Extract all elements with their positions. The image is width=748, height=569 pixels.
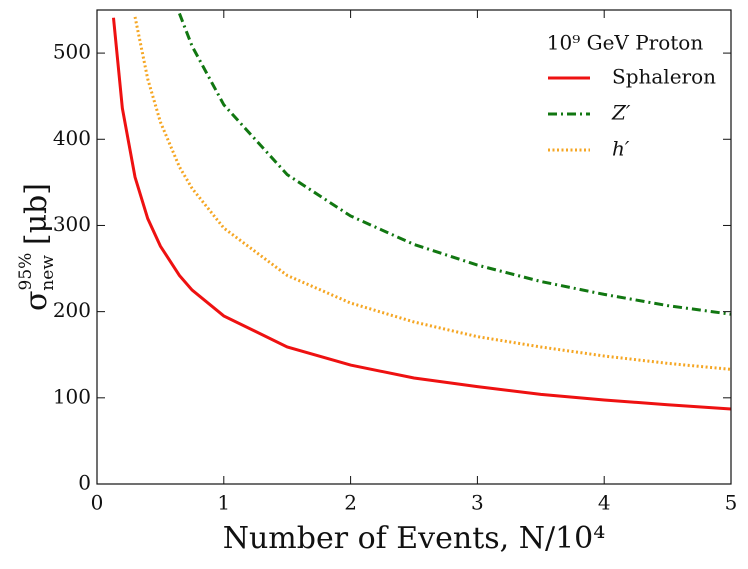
x-axis-label: Number of Events, N/10⁴ [223, 521, 606, 556]
y-label-sup: 95% [16, 253, 36, 291]
series-line [178, 12, 731, 316]
x-tick-label: 1 [217, 491, 230, 515]
legend: 10⁹ GeV Proton Sphaleron Z′ h′ [547, 31, 716, 161]
x-tick-label: 4 [598, 491, 611, 515]
y-tick-label: 200 [53, 298, 91, 322]
legend-label: h′ [612, 137, 630, 161]
legend-title: 10⁹ GeV Proton [547, 31, 704, 55]
x-tick-label: 3 [471, 491, 484, 515]
x-tick-label: 0 [91, 491, 104, 515]
y-tick-label: 400 [53, 126, 91, 150]
y-tick-label: 300 [53, 212, 91, 236]
y-axis-label: σ95% new [μb] [16, 183, 58, 311]
legend-label: Z′ [611, 101, 631, 125]
y-tick-label: 500 [53, 40, 91, 64]
series-line [111, 17, 731, 411]
x-tick-label: 5 [725, 491, 738, 515]
y-label-sub: new [38, 255, 58, 291]
y-label-unit: [μb] [19, 183, 54, 245]
legend-label: Sphaleron [612, 65, 716, 89]
axes-frame [96, 9, 732, 485]
plot-area [111, 12, 731, 411]
y-tick-label: 100 [53, 384, 91, 408]
y-tick-label: 0 [78, 471, 91, 495]
y-label-symbol: σ [19, 290, 54, 310]
x-tick-label: 2 [344, 491, 357, 515]
